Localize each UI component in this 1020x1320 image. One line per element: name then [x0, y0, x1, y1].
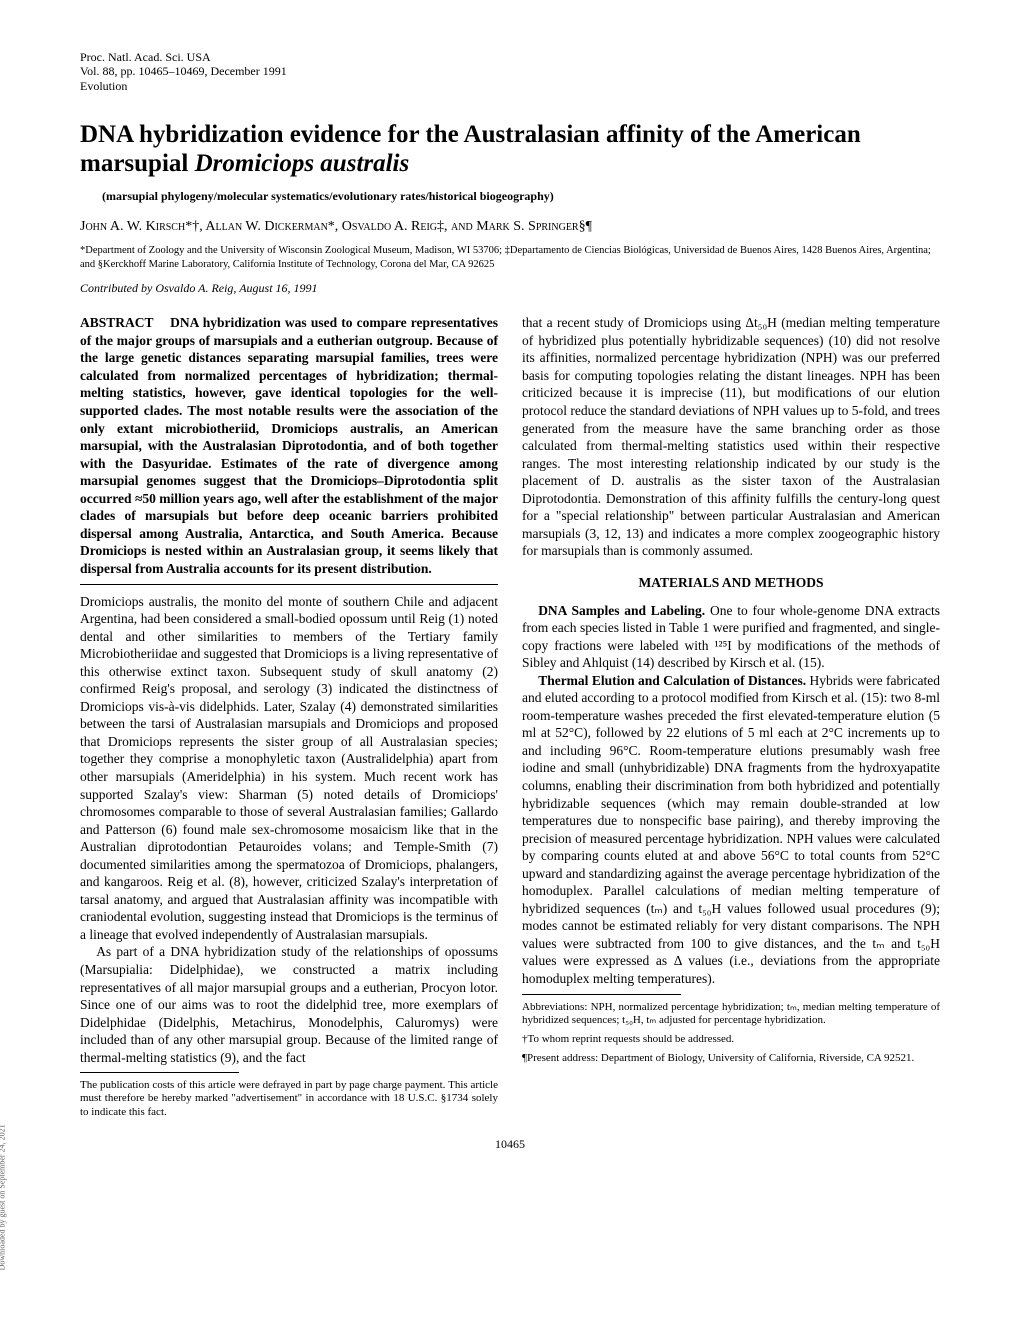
col2-continuation: that a recent study of Dromiciops using … [522, 314, 940, 560]
contributed-line: Contributed by Osvaldo A. Reig, August 1… [80, 281, 940, 297]
journal-vol: Vol. 88, pp. 10465–10469, December 1991 [80, 64, 940, 78]
publication-note: The publication costs of this article we… [80, 1079, 498, 1119]
methods-para-1: DNA Samples and Labeling. One to four wh… [522, 602, 940, 672]
methods-para-2: Thermal Elution and Calculation of Dista… [522, 672, 940, 988]
abstract-separator [80, 584, 498, 585]
methods-subhead-1: DNA Samples and Labeling. [538, 603, 705, 618]
footnote-rule-right [522, 994, 681, 995]
body-columns: ABSTRACT DNA hybridization was used to c… [80, 314, 940, 1119]
abstract-label: ABSTRACT [80, 315, 154, 330]
intro-para-2: As part of a DNA hybridization study of … [80, 943, 498, 1066]
title-species: Dromiciops australis [195, 150, 410, 177]
download-watermark: Downloaded by guest on September 24, 202… [0, 1124, 8, 1270]
journal-section: Evolution [80, 79, 940, 93]
intro-para-1: Dromiciops australis, the monito del mon… [80, 593, 498, 944]
footnote-rule-left [80, 1072, 239, 1073]
authors: John A. W. Kirsch*†, Allan W. Dickerman*… [80, 218, 940, 236]
methods-text-2: Hybrids were fabricated and eluted accor… [522, 673, 940, 986]
article-title: DNA hybridization evidence for the Austr… [80, 121, 940, 179]
keywords: (marsupial phylogeny/molecular systemati… [80, 189, 940, 205]
reprint-note: †To whom reprint requests should be addr… [522, 1033, 940, 1046]
abstract-text: DNA hybridization was used to compare re… [80, 315, 498, 576]
journal-name: Proc. Natl. Acad. Sci. USA [80, 50, 940, 64]
abbreviations-note: Abbreviations: NPH, normalized percentag… [522, 1001, 940, 1027]
present-address-note: ¶Present address: Department of Biology,… [522, 1052, 940, 1065]
affiliations: *Department of Zoology and the Universit… [80, 244, 940, 270]
abstract: ABSTRACT DNA hybridization was used to c… [80, 314, 498, 577]
methods-subhead-2: Thermal Elution and Calculation of Dista… [538, 673, 806, 688]
methods-heading: MATERIALS AND METHODS [522, 574, 940, 592]
page-number: 10465 [80, 1137, 940, 1153]
journal-header: Proc. Natl. Acad. Sci. USA Vol. 88, pp. … [80, 50, 940, 93]
